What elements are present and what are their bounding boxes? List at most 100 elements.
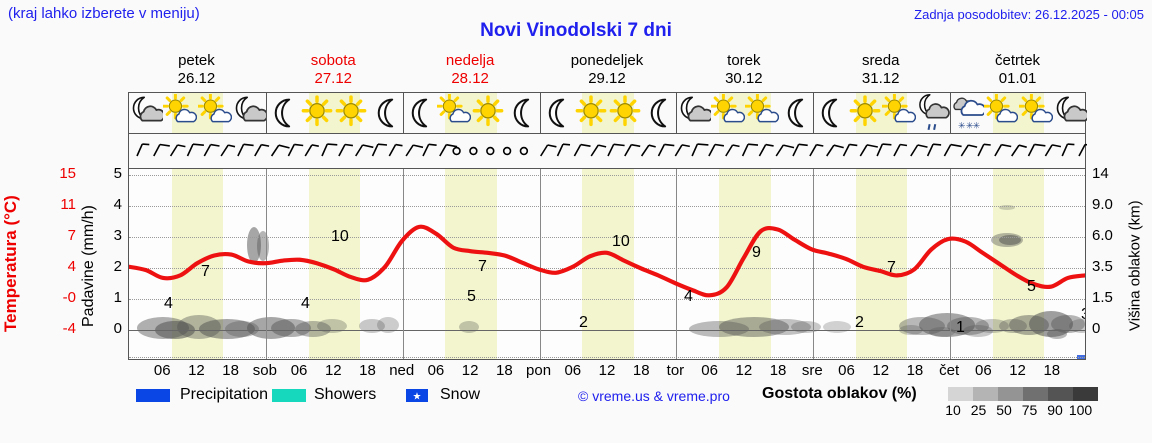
- showers-legend-label: Showers: [314, 386, 377, 403]
- precipitation-tick: 3: [113, 227, 122, 244]
- moon-icon: [642, 94, 676, 132]
- sun-icon: [471, 94, 505, 132]
- gridline-horizontal: [129, 357, 1085, 358]
- cloud-blob: [975, 319, 1009, 333]
- cloud-density-scale: [948, 387, 1098, 401]
- x-tick: 18: [496, 362, 513, 379]
- day-header-ponedeljek: ponedeljek 29.12: [539, 52, 676, 88]
- sun-cloud-icon: [709, 92, 745, 132]
- cloud-blob: [377, 317, 399, 333]
- copyright-text[interactable]: © vreme.us & vreme.pro: [578, 388, 730, 404]
- temperature-label: 4: [684, 288, 693, 305]
- cloud-density-value: 100: [1068, 402, 1093, 418]
- temperature-label: 7: [478, 258, 487, 275]
- sun-cloud-icon: [162, 92, 198, 132]
- x-tick: 18: [359, 362, 376, 379]
- cloudheight-tick: 9.0: [1092, 196, 1113, 213]
- temperature-label: 2: [855, 314, 864, 331]
- day-separator: [265, 93, 267, 133]
- cloudheight-axis-title: Višina oblakov (km): [1126, 200, 1144, 332]
- x-tick: 18: [1043, 362, 1061, 379]
- gridline-horizontal: [129, 237, 1085, 238]
- moon-icon: [266, 94, 300, 132]
- gridline-horizontal: [129, 299, 1085, 300]
- x-tick: 12: [872, 362, 890, 379]
- showers-swatch: [272, 389, 306, 402]
- day-date: 28.12: [451, 70, 489, 87]
- cloud-blob: [459, 321, 479, 333]
- day-name: sobota: [310, 52, 356, 69]
- cloud-density-step: [973, 387, 998, 401]
- temperature-label: 5: [1027, 278, 1036, 295]
- temperature-label: 4: [301, 295, 310, 312]
- day-name: torek: [727, 52, 761, 69]
- day-name: četrtek: [995, 52, 1041, 69]
- precipitation-tick: 0: [113, 320, 122, 337]
- precipitation-legend-label: Precipitation: [180, 386, 269, 403]
- moon-icon: [403, 94, 437, 132]
- svg-text:✳: ✳: [973, 121, 981, 131]
- cloud-density-step: [998, 387, 1023, 401]
- day-header-nedelja: nedelja 28.12: [402, 52, 539, 88]
- cloud-blob: [1069, 319, 1085, 333]
- cloud-blob: [689, 321, 749, 337]
- x-tick: 18: [632, 362, 650, 379]
- cloud-blob: [963, 325, 993, 337]
- temperature-label: 7: [887, 259, 896, 276]
- x-tick: 12: [188, 362, 205, 379]
- svg-text:★: ★: [413, 392, 422, 403]
- gridline-day: [950, 169, 952, 359]
- moon-rain-icon: [916, 94, 950, 132]
- cloud-blob: [1029, 311, 1073, 337]
- temperature-label: 1: [956, 319, 965, 336]
- cloud-blob: [999, 205, 1015, 210]
- gridline-horizontal: [129, 268, 1085, 269]
- temperature-tick: -4: [62, 320, 76, 337]
- cloud-blob: [317, 319, 347, 333]
- x-tick: 12: [324, 362, 342, 379]
- temperature-tick: 11: [60, 196, 76, 213]
- x-tick: 18: [222, 362, 239, 379]
- moon-cloud-icon: [129, 94, 166, 132]
- sun-icon: [334, 94, 368, 132]
- cloud-density-step: [1023, 387, 1048, 401]
- cloudheight-tick: 6.0: [1092, 227, 1113, 244]
- cloud-blob: [271, 319, 311, 337]
- moon-icon: [813, 94, 847, 132]
- temperature-tick: 7: [67, 227, 76, 244]
- cloud-blob: [199, 319, 255, 339]
- cloud-blob: [823, 321, 851, 333]
- temperature-label: 2: [579, 314, 588, 331]
- x-tick: ned: [389, 362, 415, 379]
- cloud-blob: [359, 319, 385, 333]
- temperature-tick: 4: [67, 258, 76, 275]
- location-menu-note[interactable]: (kraj lahko izberete v meniju): [8, 5, 200, 22]
- day-name: nedelja: [445, 52, 495, 69]
- x-tick: 12: [735, 362, 753, 379]
- wind-barb-strip: [128, 134, 1096, 168]
- cloud-density-value: 10: [945, 402, 961, 418]
- day-name: ponedeljek: [570, 52, 644, 69]
- cloud-blob: [1051, 315, 1085, 333]
- day-date: 29.12: [588, 70, 626, 87]
- x-tick: 06: [290, 362, 308, 379]
- last-updated: Zadnja posodobitev: 26.12.2025 - 00:05: [914, 7, 1144, 22]
- gridline-day: [265, 169, 267, 359]
- cloud-density-value: 75: [1021, 402, 1038, 418]
- sun-cloud-icon: [881, 92, 916, 132]
- x-tick: 18: [906, 362, 924, 379]
- day-header-četrtek: četrtek 01.01: [949, 52, 1086, 88]
- temperature-label: 10: [612, 233, 630, 250]
- moon-cloud-icon: [232, 94, 268, 132]
- x-tick: 06: [975, 362, 992, 379]
- temperature-label: 4: [164, 295, 173, 312]
- x-tick: čet: [939, 362, 960, 379]
- legend: Precipitation Showers ★ Snow: [0, 384, 1152, 424]
- cloud-blob: [1047, 329, 1067, 339]
- cloud-blob: [999, 319, 1027, 333]
- sun-cloud-icon: [744, 92, 780, 132]
- graph-area: 47410572104927153: [128, 168, 1086, 360]
- sun-cloud-icon: [436, 92, 472, 132]
- snow-legend-label: Snow: [440, 386, 481, 403]
